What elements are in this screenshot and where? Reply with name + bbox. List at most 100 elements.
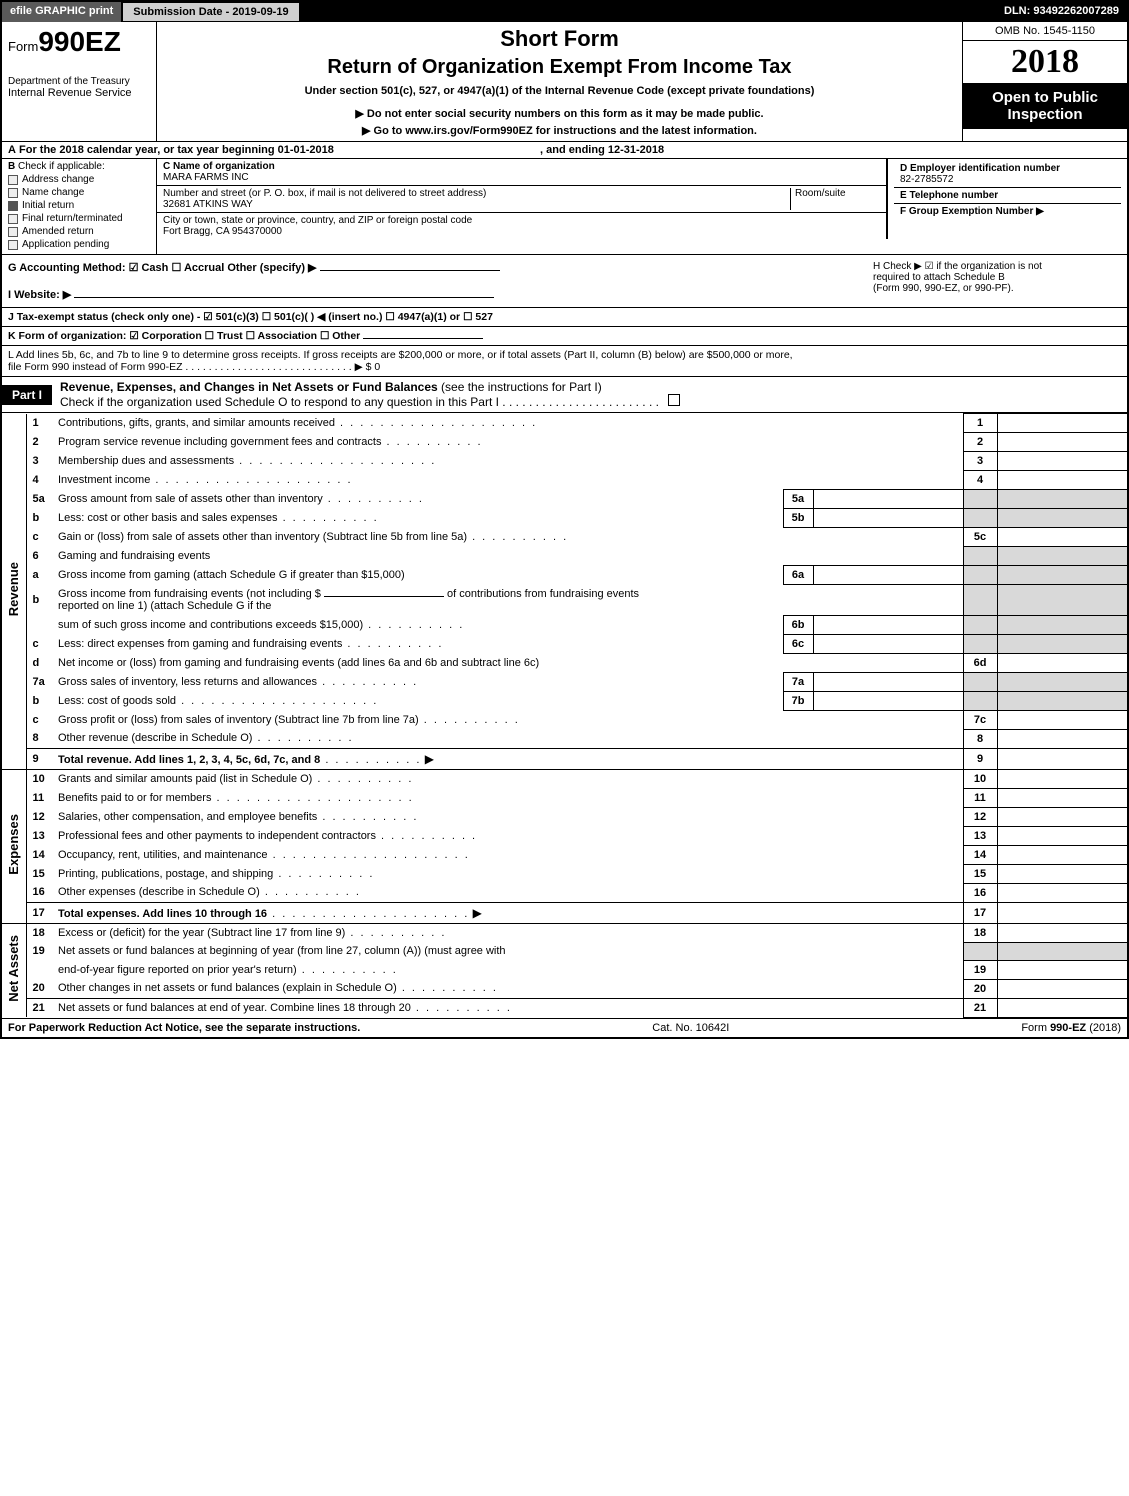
line-val[interactable]	[997, 471, 1127, 490]
mini-val[interactable]	[813, 565, 963, 584]
line-desc: Gross profit or (loss) from sales of inv…	[54, 710, 963, 729]
line-val[interactable]	[997, 433, 1127, 452]
otp-line2: Inspection	[967, 106, 1123, 123]
line-val[interactable]	[997, 902, 1127, 923]
other-specify-line[interactable]	[320, 270, 500, 271]
line-rno: 20	[963, 979, 997, 998]
mini-no: 5a	[783, 490, 813, 509]
chk-label: Address change	[22, 174, 94, 185]
checkbox-icon[interactable]	[8, 214, 18, 224]
line-val[interactable]	[997, 883, 1127, 902]
line-desc: Professional fees and other payments to …	[54, 826, 963, 845]
row-k: K Form of organization: ☑ Corporation ☐ …	[2, 327, 1127, 346]
label-e-phone: E Telephone number	[900, 190, 998, 201]
line-no: 7a	[26, 672, 54, 691]
line-no: 21	[26, 998, 54, 1017]
checkbox-icon[interactable]	[8, 227, 18, 237]
fundraising-amount-line[interactable]	[324, 596, 444, 597]
line-val-shade	[997, 565, 1127, 584]
line-rno: 3	[963, 452, 997, 471]
checkbox-icon[interactable]	[8, 188, 18, 198]
line-val[interactable]	[997, 748, 1127, 769]
line-val-shade	[997, 509, 1127, 528]
chk-final-return[interactable]: Final return/terminated	[8, 213, 150, 224]
mini-val[interactable]	[813, 672, 963, 691]
line-val[interactable]	[997, 769, 1127, 788]
line-val[interactable]	[997, 960, 1127, 979]
mini-val[interactable]	[813, 615, 963, 634]
ssn-warning: ▶ Do not enter social security numbers o…	[163, 107, 956, 120]
line-desc: Total revenue. Add lines 1, 2, 3, 4, 5c,…	[54, 748, 963, 769]
line-val[interactable]	[997, 414, 1127, 433]
line-desc: Other expenses (describe in Schedule O)	[54, 883, 963, 902]
line-desc: Contributions, gifts, grants, and simila…	[54, 414, 963, 433]
h-line3: (Form 990, 990-EZ, or 990-PF).	[873, 283, 1121, 294]
column-cde: C Name of organization MARA FARMS INC Nu…	[157, 159, 1127, 254]
checkbox-icon[interactable]	[8, 175, 18, 185]
checkbox-icon[interactable]	[8, 240, 18, 250]
line-val[interactable]	[997, 729, 1127, 748]
line-rno: 7c	[963, 710, 997, 729]
line-val[interactable]	[997, 710, 1127, 729]
line-val[interactable]	[997, 864, 1127, 883]
line-val[interactable]	[997, 923, 1127, 942]
part1-header: Part I Revenue, Expenses, and Changes in…	[2, 376, 1127, 413]
line-rno-shade	[963, 942, 997, 960]
checkbox-icon[interactable]	[8, 201, 18, 211]
mini-val[interactable]	[813, 691, 963, 710]
line-val-shade	[997, 547, 1127, 566]
line-val[interactable]	[997, 979, 1127, 998]
mini-no: 5b	[783, 509, 813, 528]
chk-address-change[interactable]: Address change	[8, 174, 150, 185]
line-desc: Less: cost of goods sold	[54, 691, 783, 710]
mini-val[interactable]	[813, 509, 963, 528]
line-desc: Gain or (loss) from sale of assets other…	[54, 528, 963, 547]
website-line[interactable]	[74, 297, 494, 298]
line-val[interactable]	[997, 807, 1127, 826]
chk-application-pending[interactable]: Application pending	[8, 239, 150, 250]
chk-amended-return[interactable]: Amended return	[8, 226, 150, 237]
row-a-text2: , and ending 12-31-2018	[540, 144, 664, 156]
mini-val[interactable]	[813, 490, 963, 509]
line-val[interactable]	[997, 452, 1127, 471]
line-no: 19	[26, 942, 54, 960]
chk-label: Application pending	[22, 239, 109, 250]
line-val[interactable]	[997, 653, 1127, 672]
label-d-ein: D Employer identification number	[900, 163, 1060, 174]
line-no: 5a	[26, 490, 54, 509]
mini-no: 6b	[783, 615, 813, 634]
h-line2: required to attach Schedule B	[873, 272, 1121, 283]
line-desc: Excess or (deficit) for the year (Subtra…	[54, 923, 963, 942]
line-val[interactable]	[997, 826, 1127, 845]
line-val[interactable]	[997, 528, 1127, 547]
line-val[interactable]	[997, 845, 1127, 864]
short-form-title: Short Form	[163, 26, 956, 52]
chk-name-change[interactable]: Name change	[8, 187, 150, 198]
line-rno: 19	[963, 960, 997, 979]
mini-val[interactable]	[813, 634, 963, 653]
schedo-checkbox[interactable]	[668, 394, 680, 406]
line-val[interactable]	[997, 998, 1127, 1017]
line-desc: Occupancy, rent, utilities, and maintena…	[54, 845, 963, 864]
cell-address: Number and street (or P. O. box, if mail…	[157, 186, 886, 213]
line-val[interactable]	[997, 788, 1127, 807]
row-g: G Accounting Method: ☑ Cash ☐ Accrual Ot…	[2, 255, 867, 307]
other-org-line[interactable]	[363, 338, 483, 339]
line-val-shade	[997, 691, 1127, 710]
chk-initial-return[interactable]: Initial return	[8, 200, 150, 211]
mini-no: 6a	[783, 565, 813, 584]
website-label: I Website: ▶	[8, 289, 71, 301]
instructions-link[interactable]: ▶ Go to www.irs.gov/Form990EZ for instru…	[163, 124, 956, 137]
line-desc: Other revenue (describe in Schedule O)	[54, 729, 963, 748]
line-desc: Total expenses. Add lines 10 through 16	[54, 902, 963, 923]
label-room: Room/suite	[795, 188, 846, 199]
paperwork-notice: For Paperwork Reduction Act Notice, see …	[8, 1022, 360, 1034]
tax-year: 2018	[963, 41, 1127, 83]
line-desc: Less: cost or other basis and sales expe…	[54, 509, 783, 528]
mini-no: 7a	[783, 672, 813, 691]
tax-exempt-status: J Tax-exempt status (check only one) - ☑…	[8, 311, 493, 323]
efile-print-button[interactable]: efile GRAPHIC print	[2, 2, 122, 22]
col-b-heading: Check if applicable:	[18, 161, 105, 172]
cell-telephone: E Telephone number	[894, 188, 1121, 204]
line-no: 2	[26, 433, 54, 452]
